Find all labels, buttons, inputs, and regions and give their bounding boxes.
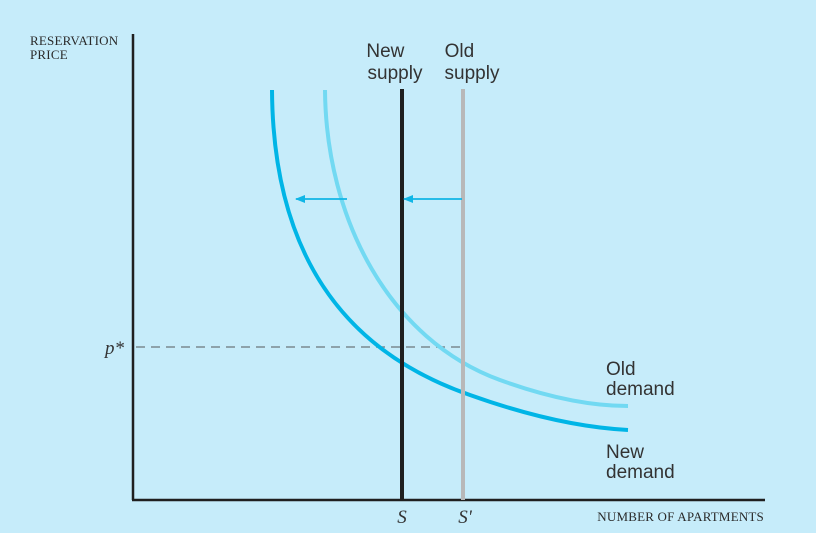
x-axis-label: NUMBER OF APARTMENTS xyxy=(597,509,764,524)
old-demand-label: Old demand xyxy=(606,359,675,400)
price-tick-label: p* xyxy=(103,338,125,359)
new-demand-curve xyxy=(270,89,629,432)
old-demand-curve xyxy=(323,89,629,408)
quantity-s-label: S xyxy=(397,507,407,528)
old-supply-label: Old supply xyxy=(445,41,500,84)
y-axis-label: RESERVATION PRICE xyxy=(30,33,122,62)
quantity-s-prime-label: S' xyxy=(458,507,473,528)
new-supply-label: New supply xyxy=(366,41,423,84)
new-demand-label: New demand xyxy=(606,442,675,483)
